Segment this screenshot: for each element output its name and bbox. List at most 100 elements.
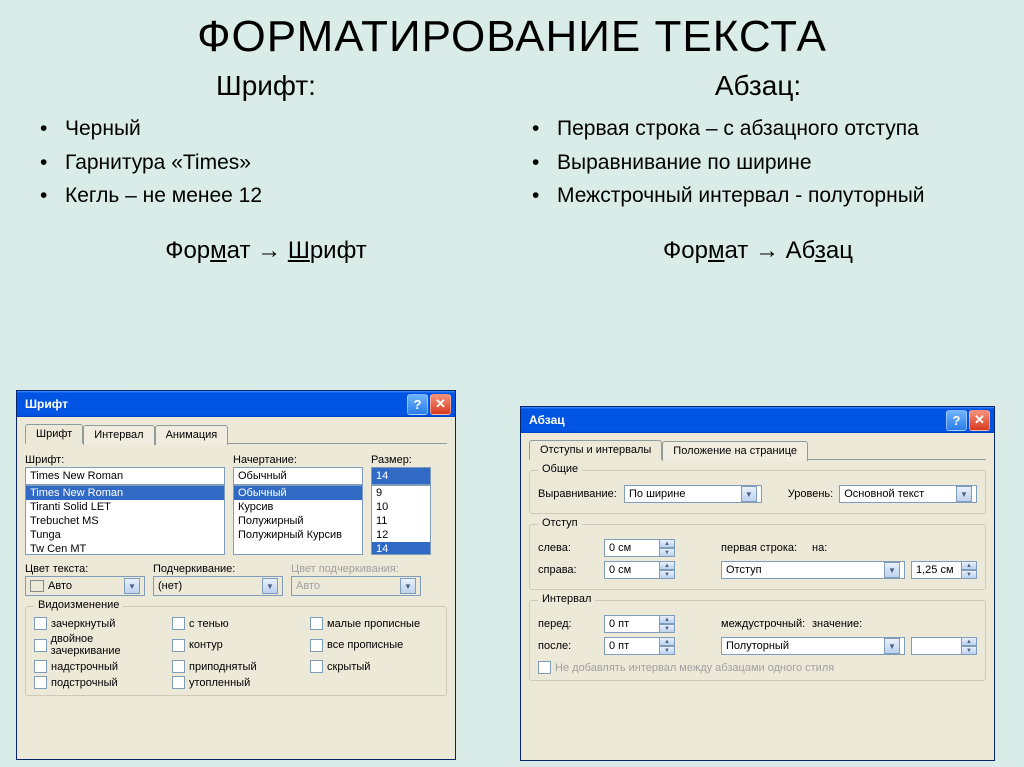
size-listbox[interactable]: 9 10 11 12 14	[371, 485, 431, 555]
checkbox-nospace: Не добавлять интервал между абзацами одн…	[538, 661, 977, 674]
chevron-down-icon[interactable]: ▼	[956, 486, 972, 502]
list-item[interactable]: Tunga	[26, 528, 224, 542]
spin-down-icon[interactable]: ▼	[961, 570, 977, 579]
close-icon[interactable]: ✕	[969, 410, 990, 431]
spin-up-icon[interactable]: ▲	[961, 637, 977, 646]
spin-down-icon[interactable]: ▼	[961, 646, 977, 655]
spin-up-icon[interactable]: ▲	[659, 615, 675, 624]
spacing-group: Интервал перед: 0 пт▲▼ междустрочный: зн…	[529, 600, 986, 681]
list-item[interactable]: Times New Roman	[26, 486, 224, 500]
list-item[interactable]: 12	[372, 528, 430, 542]
effects-group: Видоизменение зачеркнутый с тенью малые …	[25, 606, 447, 696]
left-indent-spinner[interactable]: 0 см▲▼	[604, 539, 675, 557]
checkbox-engrave[interactable]: утопленный	[172, 676, 300, 689]
checkbox-strikethrough[interactable]: зачеркнутый	[34, 617, 162, 630]
list-item[interactable]: 14	[372, 542, 430, 555]
chevron-down-icon[interactable]: ▼	[262, 578, 278, 594]
list-item[interactable]: Trebuchet MS	[26, 514, 224, 528]
list-item[interactable]: Tw Cen MT	[26, 542, 224, 555]
style-label: Начертание:	[233, 454, 363, 466]
list-item[interactable]: Курсив	[234, 500, 362, 514]
checkbox-outline[interactable]: контур	[172, 633, 300, 657]
font-dialog-title: Шрифт	[25, 397, 68, 411]
spacing-title: Интервал	[538, 593, 595, 605]
style-input[interactable]: Обычный	[233, 467, 363, 485]
checkbox-smallcaps[interactable]: малые прописные	[310, 617, 438, 630]
checkbox-superscript[interactable]: надстрочный	[34, 660, 162, 673]
right-column: Абзац: Первая строка – с абзацного отсту…	[512, 62, 1004, 273]
firstline-combo[interactable]: Отступ▼	[721, 561, 905, 579]
linesp-label: междустрочный:	[721, 618, 806, 630]
before-label: перед:	[538, 618, 598, 630]
spin-down-icon[interactable]: ▼	[659, 548, 675, 557]
checkbox-dblstrike[interactable]: двойное зачеркивание	[34, 633, 162, 657]
firstline-label: первая строка:	[721, 542, 806, 554]
linesp-value-spinner[interactable]: ▲▼	[911, 637, 977, 655]
checkbox-shadow[interactable]: с тенью	[172, 617, 300, 630]
tab-spacing[interactable]: Интервал	[83, 425, 154, 445]
on-label: на:	[812, 542, 842, 554]
font-dialog-titlebar[interactable]: Шрифт ? ✕	[17, 391, 455, 417]
list-item[interactable]: Полужирный	[234, 514, 362, 528]
list-item[interactable]: Tiranti Solid LET	[26, 500, 224, 514]
menu-path-font: Формат → Шрифт	[35, 237, 497, 265]
tab-animation[interactable]: Анимация	[155, 425, 229, 445]
color-combo[interactable]: Авто ▼	[25, 576, 145, 596]
help-icon[interactable]: ?	[407, 394, 428, 415]
bullet-item: Кегль – не менее 12	[65, 179, 497, 213]
size-input[interactable]: 14	[371, 467, 431, 485]
val-label: значение:	[812, 618, 862, 630]
help-icon[interactable]: ?	[946, 410, 967, 431]
menu-path-paragraph: Формат → Абзац	[527, 237, 989, 265]
list-item[interactable]: Обычный	[234, 486, 362, 500]
font-listbox[interactable]: Times New Roman Tiranti Solid LET Trebuc…	[25, 485, 225, 555]
style-listbox[interactable]: Обычный Курсив Полужирный Полужирный Кур…	[233, 485, 363, 555]
before-spinner[interactable]: 0 пт▲▼	[604, 615, 675, 633]
chevron-down-icon: ▼	[400, 578, 416, 594]
list-item[interactable]: 10	[372, 500, 430, 514]
effects-title: Видоизменение	[34, 599, 123, 611]
bullet-item: Межстрочный интервал - полуторный	[557, 179, 989, 213]
checkbox-emboss[interactable]: приподнятый	[172, 660, 300, 673]
spin-up-icon[interactable]: ▲	[659, 561, 675, 570]
tab-indents[interactable]: Отступы и интервалы	[529, 440, 662, 460]
spin-up-icon[interactable]: ▲	[659, 637, 675, 646]
chevron-down-icon[interactable]: ▼	[884, 638, 900, 654]
right-indent-spinner[interactable]: 0 см▲▼	[604, 561, 675, 579]
ulcolor-combo: Авто ▼	[291, 576, 421, 596]
checkbox-hidden[interactable]: скрытый	[310, 660, 438, 673]
left-indent-label: слева:	[538, 542, 598, 554]
align-label: Выравнивание:	[538, 488, 618, 500]
list-item[interactable]: 9	[372, 486, 430, 500]
general-group: Общие Выравнивание: По ширине▼ Уровень: …	[529, 470, 986, 514]
spin-down-icon[interactable]: ▼	[659, 646, 675, 655]
font-input[interactable]: Times New Roman	[25, 467, 225, 485]
tab-position[interactable]: Положение на странице	[662, 441, 808, 461]
checkbox-allcaps[interactable]: все прописные	[310, 633, 438, 657]
close-icon[interactable]: ✕	[430, 394, 451, 415]
bullet-item: Черный	[65, 112, 497, 146]
bullet-item: Первая строка – с абзацного отступа	[557, 112, 989, 146]
linesp-combo[interactable]: Полуторный▼	[721, 637, 905, 655]
level-combo[interactable]: Основной текст▼	[839, 485, 977, 503]
after-spinner[interactable]: 0 пт▲▼	[604, 637, 675, 655]
firstline-value-spinner[interactable]: 1,25 см▲▼	[911, 561, 977, 579]
checkbox-subscript[interactable]: подстрочный	[34, 676, 162, 689]
align-combo[interactable]: По ширине▼	[624, 485, 762, 503]
list-item[interactable]: Полужирный Курсив	[234, 528, 362, 542]
underline-combo[interactable]: (нет) ▼	[153, 576, 283, 596]
spin-down-icon[interactable]: ▼	[659, 570, 675, 579]
right-heading: Абзац:	[527, 70, 989, 102]
spin-up-icon[interactable]: ▲	[659, 539, 675, 548]
paragraph-dialog: Абзац ? ✕ Отступы и интервалы Положение …	[520, 406, 995, 761]
chevron-down-icon[interactable]: ▼	[124, 578, 140, 594]
general-title: Общие	[538, 463, 582, 475]
spin-up-icon[interactable]: ▲	[961, 561, 977, 570]
list-item[interactable]: 11	[372, 514, 430, 528]
para-dialog-titlebar[interactable]: Абзац ? ✕	[521, 407, 994, 433]
tab-font[interactable]: Шрифт	[25, 424, 83, 444]
spin-down-icon[interactable]: ▼	[659, 624, 675, 633]
chevron-down-icon[interactable]: ▼	[884, 562, 900, 578]
chevron-down-icon[interactable]: ▼	[741, 486, 757, 502]
font-tabs: Шрифт Интервал Анимация	[25, 423, 447, 444]
